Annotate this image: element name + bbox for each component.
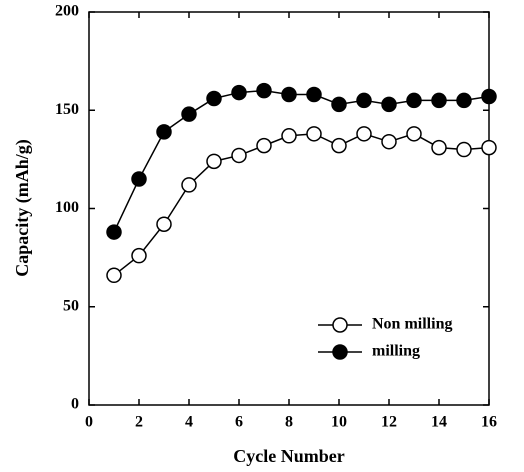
data-point (156, 124, 172, 140)
data-point (456, 141, 472, 158)
data-point (231, 147, 247, 164)
x-tick-label: 6 (235, 414, 243, 431)
data-point (406, 126, 422, 142)
data-point (331, 96, 347, 113)
y-tick-label: 150 (55, 101, 79, 118)
data-point (481, 88, 497, 105)
x-tick-label: 0 (85, 414, 93, 431)
data-point (381, 96, 397, 113)
data-point (331, 137, 347, 154)
x-tick-label: 10 (331, 414, 347, 431)
y-tick-label: 100 (55, 199, 79, 216)
series-line (113, 133, 490, 276)
data-point (231, 84, 247, 101)
data-point (256, 82, 272, 99)
data-point (106, 224, 122, 240)
data-point (431, 139, 447, 156)
legend-label: milling (372, 343, 420, 360)
data-point (356, 92, 372, 109)
data-point (131, 171, 147, 187)
data-point (181, 177, 197, 193)
x-tick-label: 14 (431, 414, 447, 431)
data-point (156, 216, 172, 232)
data-point (406, 92, 422, 109)
plot-frame (88, 11, 490, 406)
data-point (281, 128, 297, 144)
data-point (106, 267, 122, 284)
legend-label: Non milling (372, 316, 452, 333)
legend-marker (332, 344, 348, 360)
x-tick-label: 8 (285, 414, 293, 431)
series-line (113, 89, 490, 233)
data-point (456, 92, 472, 109)
data-point (256, 137, 272, 154)
data-point (356, 126, 372, 142)
x-tick-label: 16 (481, 414, 497, 431)
data-point (481, 139, 497, 156)
x-tick-label: 4 (185, 414, 193, 431)
data-point (306, 126, 322, 142)
y-tick-label: 0 (71, 396, 79, 413)
x-tick-label: 12 (381, 414, 397, 431)
data-point (306, 86, 322, 103)
y-tick-label: 200 (55, 3, 79, 20)
data-point (181, 106, 197, 122)
data-point (281, 86, 297, 103)
y-tick-label: 50 (63, 297, 79, 314)
data-point (381, 133, 397, 150)
x-tick-label: 2 (135, 414, 143, 431)
data-point (206, 90, 222, 107)
y-axis-label: Capacity (mAh/g) (12, 139, 33, 277)
x-axis-label: Cycle Number (233, 446, 344, 466)
data-point (206, 153, 222, 170)
data-point (431, 92, 447, 109)
data-point (131, 247, 147, 264)
legend-marker (332, 317, 348, 333)
